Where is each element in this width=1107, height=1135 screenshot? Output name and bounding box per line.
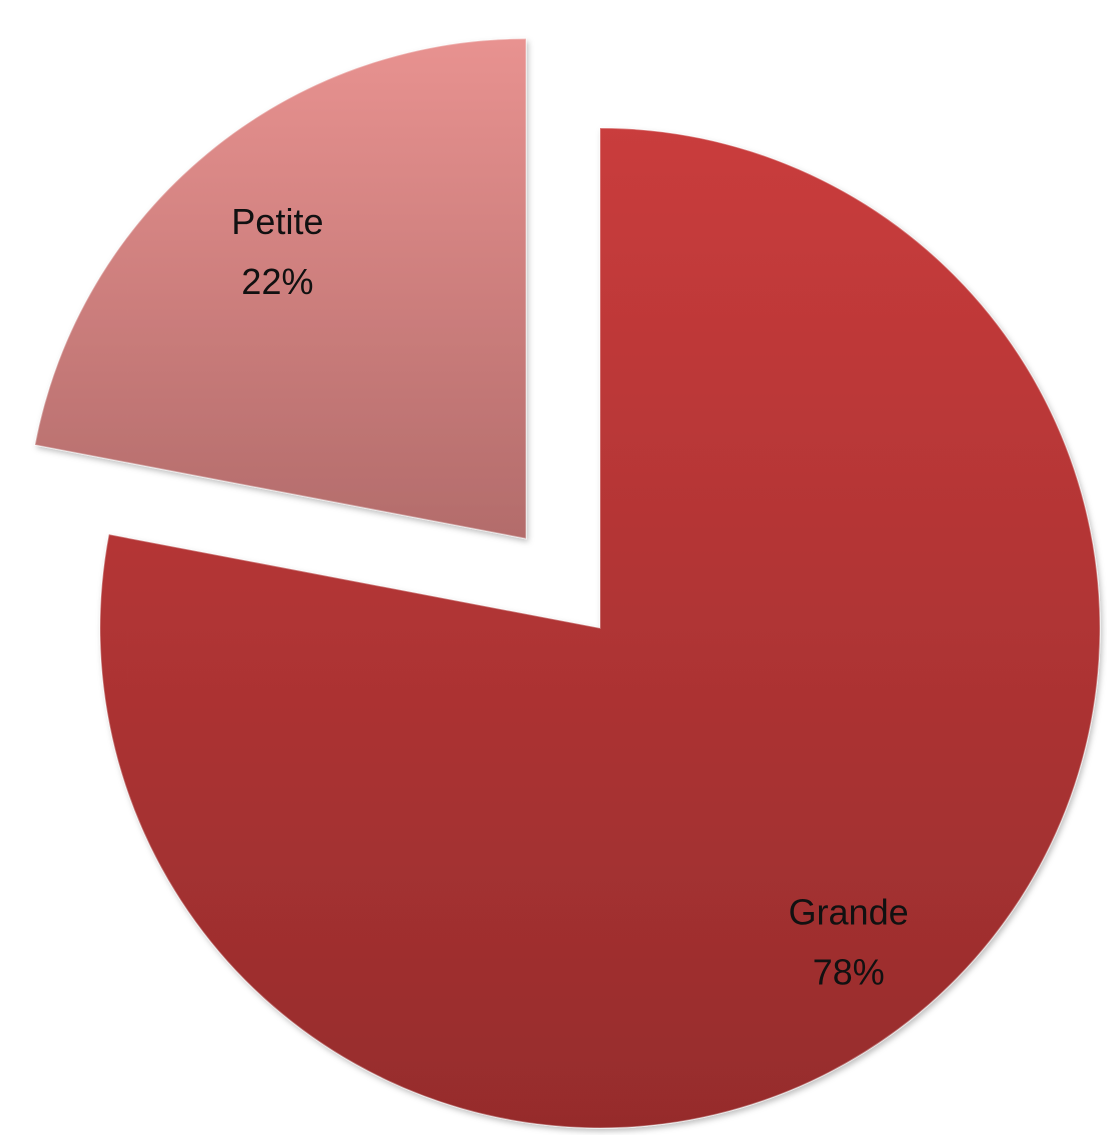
pie-slices [34, 37, 1101, 1129]
slice-data-label-grande: Grande 78% [789, 892, 909, 993]
pie-data-labels: Grande 78% Petite 22% [231, 201, 908, 992]
pie-slice-petite [34, 37, 527, 540]
pie-slice-grande [99, 127, 1101, 1129]
slice-data-label-petite: Petite 22% [231, 201, 323, 302]
